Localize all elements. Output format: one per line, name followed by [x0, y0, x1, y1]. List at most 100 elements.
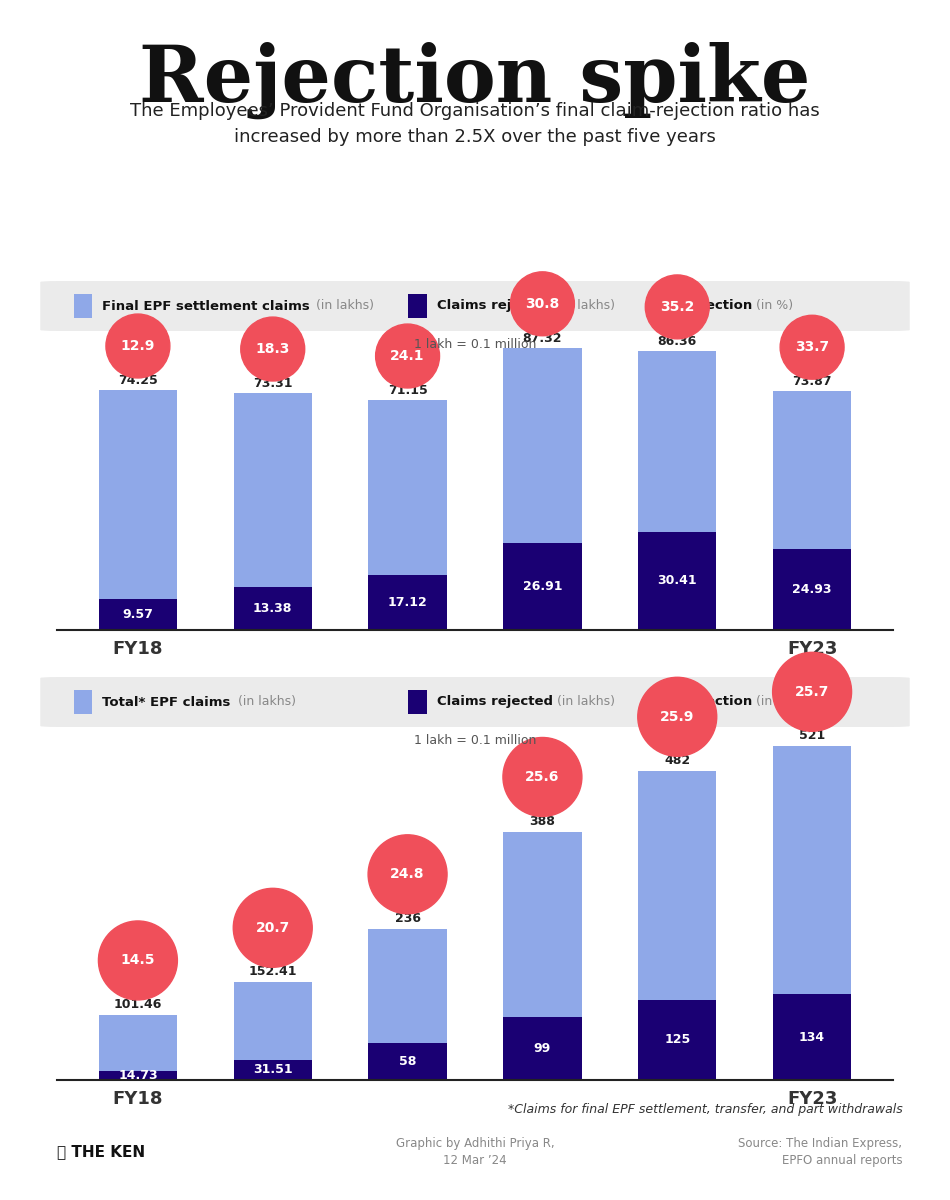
Text: Rejection: Rejection — [682, 300, 752, 312]
Text: 73.31: 73.31 — [253, 377, 293, 390]
Text: 12.9: 12.9 — [121, 340, 155, 353]
Circle shape — [510, 272, 575, 336]
Circle shape — [99, 920, 178, 1000]
Bar — [638, 772, 716, 1000]
Circle shape — [772, 653, 851, 731]
Bar — [773, 994, 851, 1080]
Text: 26.91: 26.91 — [522, 580, 562, 593]
Bar — [638, 1000, 716, 1080]
Bar — [504, 1016, 581, 1080]
Ellipse shape — [656, 294, 679, 318]
Text: 388: 388 — [529, 815, 556, 828]
Text: 101.46: 101.46 — [114, 998, 162, 1012]
Text: 74.25: 74.25 — [118, 374, 158, 386]
Text: 125: 125 — [664, 1033, 691, 1046]
Circle shape — [780, 316, 844, 379]
Text: 24.93: 24.93 — [792, 583, 832, 596]
FancyBboxPatch shape — [74, 294, 92, 318]
Text: 33.7: 33.7 — [795, 341, 829, 354]
Bar — [504, 544, 581, 630]
Text: 35.2: 35.2 — [660, 300, 694, 314]
Text: 25.9: 25.9 — [660, 709, 694, 724]
Bar — [234, 983, 312, 1060]
Text: Claims rejected: Claims rejected — [437, 696, 553, 708]
FancyBboxPatch shape — [74, 690, 92, 714]
Text: 14.5: 14.5 — [121, 954, 155, 967]
Bar — [638, 532, 716, 630]
Text: 9.57: 9.57 — [123, 608, 153, 622]
Text: 13.38: 13.38 — [253, 602, 293, 614]
Text: 236: 236 — [394, 912, 421, 925]
Bar — [234, 394, 312, 587]
Bar — [773, 746, 851, 994]
Text: 58: 58 — [399, 1055, 416, 1068]
Bar — [773, 391, 851, 550]
Bar — [234, 1060, 312, 1080]
Text: 25.7: 25.7 — [795, 685, 829, 698]
Text: 482: 482 — [664, 755, 691, 767]
Text: 31.51: 31.51 — [253, 1063, 293, 1076]
Text: 86.36: 86.36 — [657, 335, 697, 348]
Bar — [369, 575, 446, 630]
FancyBboxPatch shape — [408, 294, 427, 318]
Text: ⌗ THE KEN: ⌗ THE KEN — [57, 1145, 145, 1159]
Bar — [369, 401, 446, 575]
Text: 152.41: 152.41 — [249, 966, 297, 978]
Text: 30.8: 30.8 — [525, 296, 560, 311]
Text: 87.32: 87.32 — [522, 331, 562, 344]
Text: 134: 134 — [799, 1031, 826, 1044]
Text: 24.1: 24.1 — [390, 349, 425, 364]
Text: 18.3: 18.3 — [256, 342, 290, 356]
Text: 71.15: 71.15 — [388, 384, 428, 397]
Bar — [369, 1043, 446, 1080]
Text: 25.6: 25.6 — [525, 770, 560, 784]
Text: 99: 99 — [534, 1042, 551, 1055]
Ellipse shape — [656, 690, 679, 714]
Bar — [504, 348, 581, 544]
FancyBboxPatch shape — [40, 281, 910, 331]
Circle shape — [637, 677, 716, 756]
Circle shape — [240, 317, 305, 382]
Text: Rejection: Rejection — [682, 696, 752, 708]
Bar — [99, 1015, 177, 1070]
Bar — [638, 352, 716, 532]
Text: Graphic by Adhithi Priya R,
12 Mar ’24: Graphic by Adhithi Priya R, 12 Mar ’24 — [396, 1138, 554, 1166]
Text: Total* EPF claims: Total* EPF claims — [103, 696, 231, 708]
Circle shape — [234, 888, 313, 967]
FancyBboxPatch shape — [408, 690, 427, 714]
Text: 1 lakh = 0.1 million: 1 lakh = 0.1 million — [414, 338, 536, 352]
Bar — [99, 390, 177, 599]
Text: The Employees’ Provident Fund Organisation’s final claim-rejection ratio has
inc: The Employees’ Provident Fund Organisati… — [130, 102, 820, 146]
Text: Source: The Indian Express,
EPFO annual reports: Source: The Indian Express, EPFO annual … — [738, 1138, 902, 1166]
Bar — [504, 832, 581, 1016]
Text: 14.73: 14.73 — [118, 1069, 158, 1081]
Text: *Claims for final EPF settlement, transfer, and part withdrawals: *Claims for final EPF settlement, transf… — [507, 1104, 902, 1116]
Text: 17.12: 17.12 — [388, 596, 428, 608]
Circle shape — [645, 275, 710, 338]
Circle shape — [375, 324, 440, 388]
Circle shape — [503, 738, 582, 816]
Text: 30.41: 30.41 — [657, 575, 697, 587]
Bar — [773, 550, 851, 630]
Bar — [99, 1070, 177, 1080]
Bar — [234, 587, 312, 630]
Text: 521: 521 — [799, 730, 826, 743]
Text: (in %): (in %) — [756, 300, 793, 312]
Text: (in lakhs): (in lakhs) — [316, 300, 374, 312]
Text: (in lakhs): (in lakhs) — [558, 300, 616, 312]
Circle shape — [106, 314, 170, 378]
Text: Claims rejected: Claims rejected — [437, 300, 553, 312]
Text: Rejection spike: Rejection spike — [140, 42, 810, 119]
Circle shape — [368, 835, 447, 913]
Text: 24.8: 24.8 — [390, 868, 425, 881]
Text: 1 lakh = 0.1 million: 1 lakh = 0.1 million — [414, 734, 536, 748]
FancyBboxPatch shape — [40, 677, 910, 727]
Text: 73.87: 73.87 — [792, 376, 832, 388]
Bar — [369, 929, 446, 1043]
Text: (in %): (in %) — [756, 696, 793, 708]
Text: (in lakhs): (in lakhs) — [238, 696, 296, 708]
Text: 20.7: 20.7 — [256, 920, 290, 935]
Text: Final EPF settlement claims: Final EPF settlement claims — [103, 300, 310, 312]
Bar — [99, 599, 177, 630]
Text: (in lakhs): (in lakhs) — [558, 696, 616, 708]
